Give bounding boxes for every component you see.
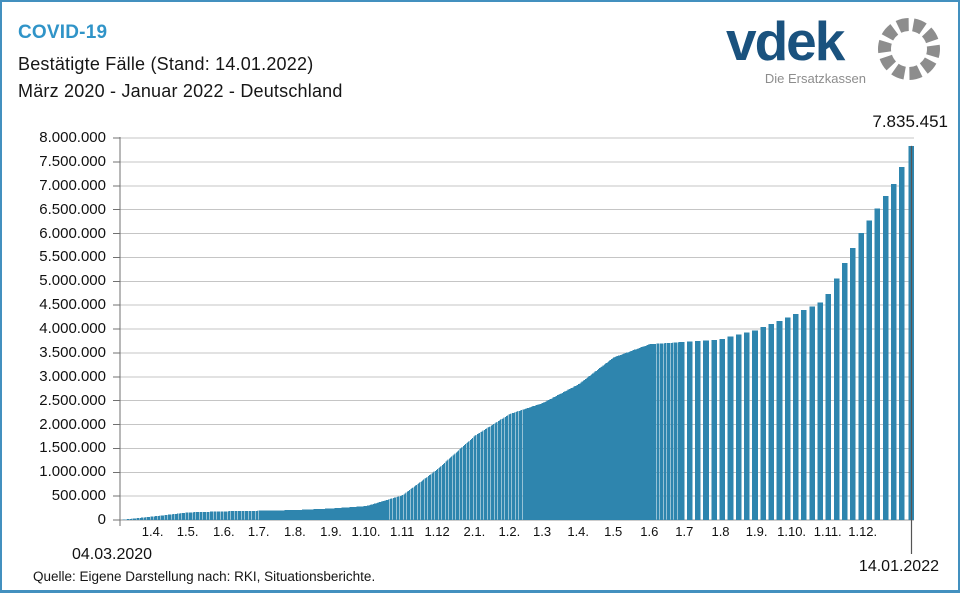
final-value-annotation: 7.835.451: [872, 112, 948, 131]
x-tick-label: 1.10.: [351, 524, 381, 539]
y-tick-label: 6.000.000: [39, 224, 106, 242]
vdek-wordmark: vdek: [726, 10, 845, 72]
x-tick-label: 1.3: [533, 524, 552, 539]
x-tick-label: 1.12.: [848, 524, 878, 539]
x-tick-label: 1.4.: [141, 524, 164, 539]
subtitle-line-2: März 2020 - Januar 2022 - Deutschland: [18, 81, 343, 101]
x-tick-label: 1.5.: [176, 524, 199, 539]
y-tick-label: 4.000.000: [39, 320, 106, 337]
x-tick-label: 1.8: [711, 524, 730, 539]
x-tick-label: 1.10.: [777, 524, 807, 539]
x-tick-label: 2.1.: [463, 524, 486, 539]
y-tick-label: 500.000: [51, 487, 106, 505]
x-tick-label: 1.5: [604, 524, 623, 539]
y-tick-label: 2.000.000: [39, 415, 106, 433]
y-tick-label: 4.500.000: [39, 296, 106, 314]
vdek-ring-icon: [878, 18, 940, 80]
x-tick-label: 1.9.: [320, 524, 342, 539]
vdek-tagline: Die Ersatzkassen: [764, 71, 866, 86]
start-date-label: 04.03.2020: [71, 546, 153, 563]
y-tick-label: 3.500.000: [39, 343, 106, 361]
x-tick-label: 1.7: [675, 524, 694, 539]
y-tick-label: 1.000.000: [39, 463, 106, 481]
x-tick-label: 1.9.: [745, 524, 768, 539]
brand-title: COVID-19: [18, 22, 108, 43]
x-tick-label: 1.11.: [813, 524, 842, 539]
y-tick-label: 6.500.000: [39, 200, 106, 218]
header-title-block: COVID-19 Bestätigte Fälle (Stand: 14.01.…: [18, 22, 343, 105]
x-tick-label: 1.11: [390, 524, 415, 539]
y-tick-label: 8.000.000: [39, 129, 106, 146]
x-tick-label: 1.6: [640, 524, 659, 539]
bar-series: [120, 145, 914, 521]
x-tick-label: 1.4.: [567, 524, 590, 539]
y-tick-label: 5.500.000: [39, 248, 106, 266]
y-tick-label: 3.000.000: [39, 367, 106, 385]
x-tick-label: 1.7.: [247, 524, 270, 539]
x-tick-label: 1.8.: [284, 524, 306, 539]
x-tick-label: 1.6.: [212, 524, 235, 539]
y-tick-label: 7.000.000: [39, 176, 106, 194]
y-tick-label: 5.000.000: [39, 272, 106, 290]
y-tick-label: 7.500.000: [39, 152, 106, 170]
y-tick-label: 2.500.000: [39, 391, 106, 409]
subtitle-line-1: Bestätigte Fälle (Stand: 14.01.2022): [18, 54, 314, 74]
y-tick-label: 0: [97, 511, 106, 528]
end-date-label: 14.01.2022: [858, 558, 939, 575]
x-tick-label: 1.12: [424, 524, 450, 539]
y-tick-label: 1.500.000: [39, 439, 106, 457]
source-note: Quelle: Eigene Darstellung nach: RKI, Si…: [33, 569, 376, 584]
x-tick-label: 1.2.: [498, 524, 521, 539]
vdek-logo: vdek Die Ersatzkassen: [718, 2, 958, 97]
